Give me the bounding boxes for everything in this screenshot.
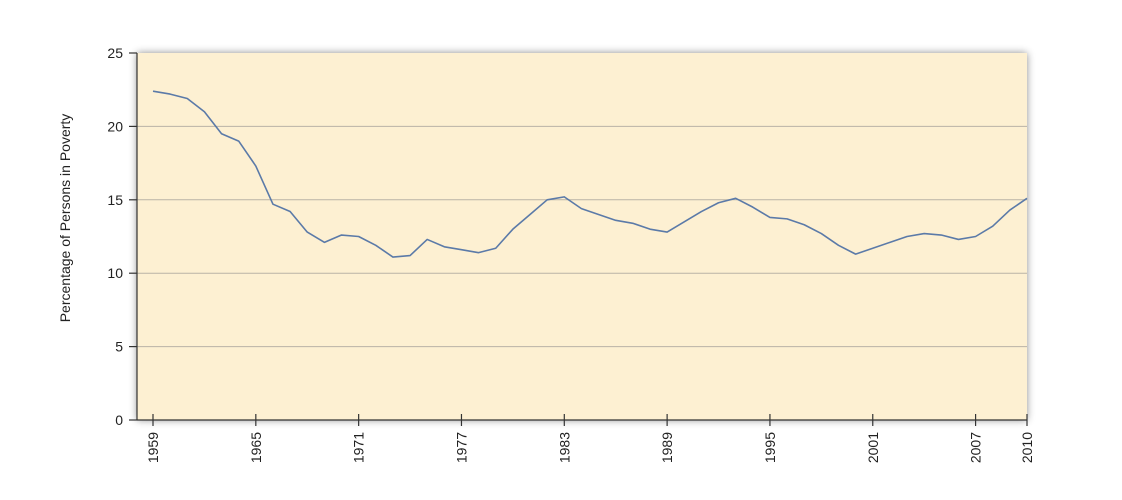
- y-tick-label: 5: [115, 339, 123, 355]
- x-tick-label: 1995: [762, 432, 778, 463]
- plot-background: [137, 53, 1027, 420]
- x-tick-label: 1983: [556, 432, 572, 463]
- x-tick-label: 1971: [351, 432, 367, 463]
- y-tick-label: 20: [107, 118, 123, 134]
- y-tick-label: 10: [107, 265, 123, 281]
- x-tick-label: 1959: [145, 432, 161, 463]
- x-tick-label: 1989: [659, 432, 675, 463]
- x-tick-label: 1965: [248, 432, 264, 463]
- y-axis-label: Percentage of Persons in Poverty: [57, 114, 73, 323]
- y-tick-label: 0: [115, 412, 123, 428]
- x-tick-label: 1977: [453, 432, 469, 463]
- x-tick-label: 2007: [968, 432, 984, 463]
- y-tick-label: 15: [107, 192, 123, 208]
- data-line: [152, 90, 1028, 258]
- x-tick-label: 2010: [1019, 432, 1035, 463]
- x-tick-label: 2001: [865, 432, 881, 463]
- y-tick-label: 25: [107, 45, 123, 61]
